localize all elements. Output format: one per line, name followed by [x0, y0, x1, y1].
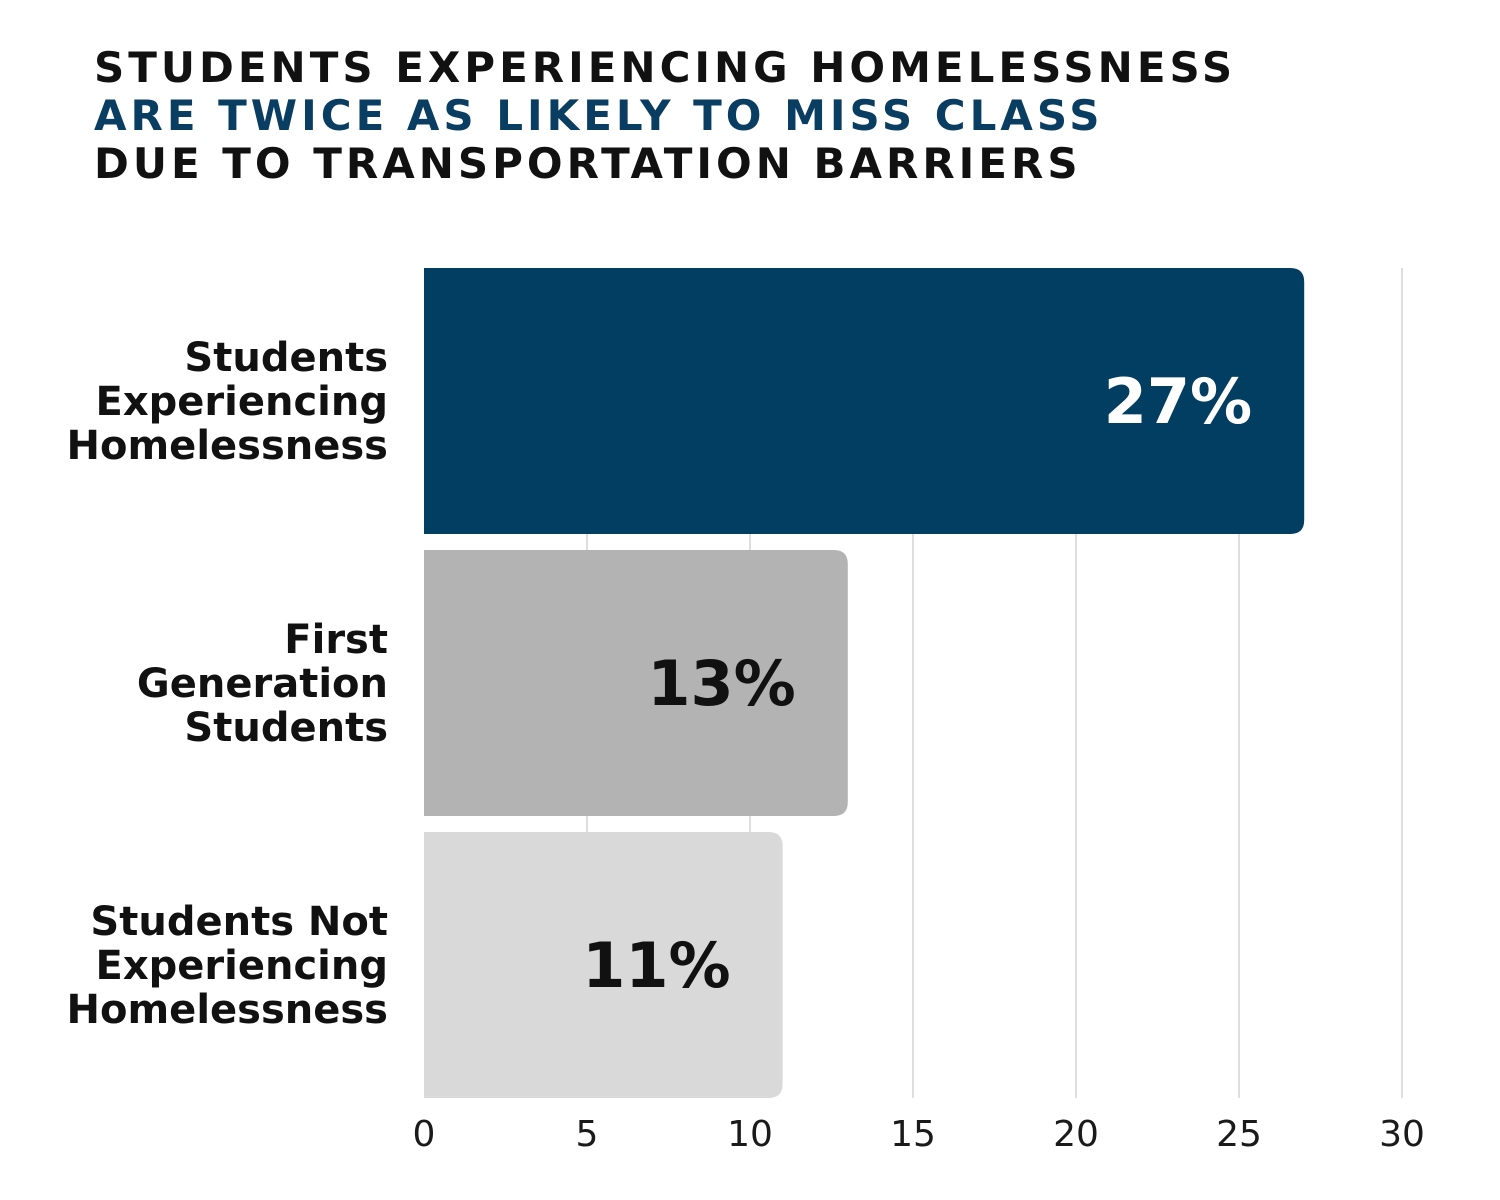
bar	[424, 268, 1305, 534]
bar	[424, 832, 783, 1098]
category-label: Homelessness	[67, 423, 388, 469]
chart-title: STUDENTS EXPERIENCING HOMELESSNESS ARE T…	[94, 44, 1236, 188]
x-tick-label: 0	[413, 1114, 436, 1155]
category-label: Experiencing	[96, 943, 388, 989]
title-line-3: DUE TO TRANSPORTATION BARRIERS	[94, 139, 1082, 188]
data-label: 11%	[582, 929, 730, 1002]
data-label: 27%	[1104, 365, 1252, 438]
title-line-2: ARE TWICE AS LIKELY TO MISS CLASS	[94, 91, 1104, 140]
x-tick-label: 5	[576, 1114, 599, 1155]
x-tick-label: 15	[890, 1114, 936, 1155]
category-label: Homelessness	[67, 987, 388, 1033]
category-label: Experiencing	[96, 379, 388, 425]
x-tick-label: 30	[1379, 1114, 1425, 1155]
x-tick-label: 20	[1053, 1114, 1099, 1155]
x-tick-label: 25	[1216, 1114, 1262, 1155]
data-label: 13%	[647, 647, 795, 720]
category-label: Students	[184, 335, 388, 381]
category-label: Students	[184, 705, 388, 751]
x-tick-label: 10	[727, 1114, 773, 1155]
bar	[424, 550, 848, 816]
title-line-1: STUDENTS EXPERIENCING HOMELESSNESS	[94, 43, 1237, 92]
category-label: Generation	[137, 661, 388, 707]
category-label: First	[284, 617, 388, 663]
category-label: Students Not	[90, 899, 388, 945]
